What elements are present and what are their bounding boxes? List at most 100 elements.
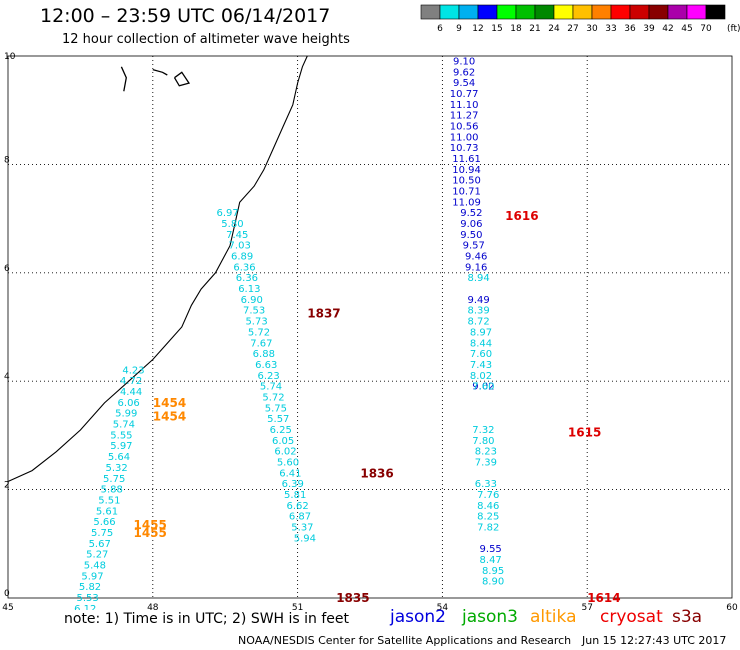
wave-height-label: 9.52 <box>460 208 482 219</box>
wave-height-label: 6.36 <box>236 273 258 284</box>
latitude-tick-label: 4 <box>4 372 10 382</box>
wave-height-label: 11.00 <box>450 132 479 143</box>
wave-height-label: 7.60 <box>470 349 492 360</box>
wave-height-label: 5.99 <box>115 409 137 420</box>
wave-height-label: 5.80 <box>221 219 243 230</box>
legend-label: 70 <box>700 24 712 34</box>
wave-height-label: 9.55 <box>480 544 502 555</box>
wave-height-label: 6.23 <box>258 371 280 382</box>
wave-height-label: 6.36 <box>233 262 255 273</box>
wave-height-label: 7.80 <box>472 436 494 447</box>
island-outline <box>173 71 191 87</box>
latitude-tick-label: 2 <box>4 481 10 491</box>
wave-height-label: 5.75 <box>91 528 113 539</box>
pass-time-label: 1455 <box>133 518 166 532</box>
legend-label: 36 <box>624 24 636 34</box>
wave-height-label: 6.06 <box>118 398 140 409</box>
wave-height-label: 5.53 <box>77 593 99 604</box>
wave-height-label: 5.67 <box>89 539 111 550</box>
wave-height-label: 8.94 <box>467 273 489 284</box>
wave-height-label: 5.74 <box>260 382 282 393</box>
satellite-legend-s3a: s3a <box>672 607 703 627</box>
longitude-tick-label: 45 <box>2 603 13 610</box>
wave-height-label: 5.51 <box>98 495 120 506</box>
longitude-tick-label: 48 <box>147 603 159 610</box>
legend-label: 6 <box>437 24 443 34</box>
wave-height-label: 5.75 <box>103 474 125 485</box>
wave-height-label: 8.90 <box>482 577 504 588</box>
wave-height-label: 4.23 <box>122 365 144 376</box>
wave-height-label: 9.50 <box>460 230 482 241</box>
wave-height-label: 6.88 <box>253 349 275 360</box>
wave-height-label: 6.62 <box>286 501 308 512</box>
wave-height-label: 5.74 <box>113 420 135 431</box>
wave-height-label: 5.66 <box>93 517 115 528</box>
wave-height-label: 8.72 <box>467 317 489 328</box>
wave-height-label: 8.95 <box>482 566 504 577</box>
legend-unit: (ft) <box>727 24 740 34</box>
wave-height-label: 5.73 <box>245 317 267 328</box>
legend-label: 30 <box>586 24 598 34</box>
coastline <box>7 55 308 483</box>
wave-height-label: 8.46 <box>477 501 499 512</box>
wave-height-label: 7.39 <box>475 458 497 469</box>
wave-height-label: 6.05 <box>272 436 294 447</box>
latitude-tick-label: 10 <box>4 52 16 62</box>
wave-height-label: 5.48 <box>84 560 106 571</box>
generated-timestamp: Jun 15 12:27:43 UTC 2017 <box>582 634 727 647</box>
wave-height-label: 4.44 <box>120 387 142 398</box>
wave-height-label: 6.41 <box>279 468 301 479</box>
pass-time-label: 1837 <box>307 306 340 320</box>
wave-height-label: 7.43 <box>470 360 492 371</box>
wave-height-label: 6.90 <box>241 295 263 306</box>
wave-height-label: 7.53 <box>243 306 265 317</box>
pass-time-label: 1836 <box>360 466 393 480</box>
wave-height-label: 11.09 <box>452 197 481 208</box>
pass-time-label: 1835 <box>336 591 369 605</box>
wave-height-label: 8.23 <box>475 447 497 458</box>
longitude-tick-label: 57 <box>581 603 592 610</box>
island-outline <box>120 66 127 92</box>
wave-height-label: 8.39 <box>467 306 489 317</box>
wave-height-label: 5.94 <box>294 533 316 544</box>
wave-height-label: 5.75 <box>265 403 287 414</box>
wave-height-label: 5.97 <box>81 571 103 582</box>
wave-height-label: 6.39 <box>282 479 304 490</box>
map-subtitle: 12 hour collection of altimeter wave hei… <box>62 32 350 47</box>
map-frame <box>7 55 733 599</box>
wave-height-label: 9.16 <box>465 262 487 273</box>
legend-label: 21 <box>529 24 540 34</box>
wave-height-label: 6.89 <box>231 252 253 263</box>
wave-height-label: 10.94 <box>452 165 481 176</box>
wave-height-label: 5.55 <box>110 430 132 441</box>
legend-label: 18 <box>510 24 522 34</box>
legend-label: 12 <box>472 24 483 34</box>
legend-label: 9 <box>456 24 462 34</box>
satellite-legend-cryosat: cryosat <box>600 607 663 627</box>
wave-height-label: 6.87 <box>289 512 311 523</box>
wave-height-label: 7.45 <box>226 230 248 241</box>
wave-height-label: 10.71 <box>452 187 481 198</box>
pass-time-label: 1616 <box>505 209 538 223</box>
wave-height-label: 10.73 <box>450 143 479 154</box>
wave-height-label: 5.88 <box>101 485 123 496</box>
latitude-tick-label: 0 <box>4 589 10 599</box>
wave-height-label: 10.77 <box>450 89 479 100</box>
wave-height-label: 7.60 <box>472 382 494 393</box>
wave-height-label: 9.57 <box>463 241 485 252</box>
wave-height-label: 7.32 <box>472 425 494 436</box>
wave-height-label: 6.13 <box>238 284 260 295</box>
wave-height-label: 5.60 <box>277 458 299 469</box>
pass-time-label: 1454 <box>153 396 186 410</box>
wave-height-label: 5.82 <box>79 582 101 593</box>
satellite-legend-jason3: jason3 <box>462 607 518 627</box>
wave-height-label: 10.50 <box>452 176 481 187</box>
wave-height-label: 5.27 <box>86 550 108 561</box>
wave-height-label: 5.72 <box>262 392 284 403</box>
wave-height-label: 9.49 <box>467 295 489 306</box>
wave-height-label: 5.72 <box>248 327 270 338</box>
pass-time-label: 1614 <box>587 591 620 605</box>
wave-height-label: 6.33 <box>475 479 497 490</box>
wave-height-label: 7.76 <box>477 490 499 501</box>
pass-time-label: 1455 <box>133 526 166 540</box>
